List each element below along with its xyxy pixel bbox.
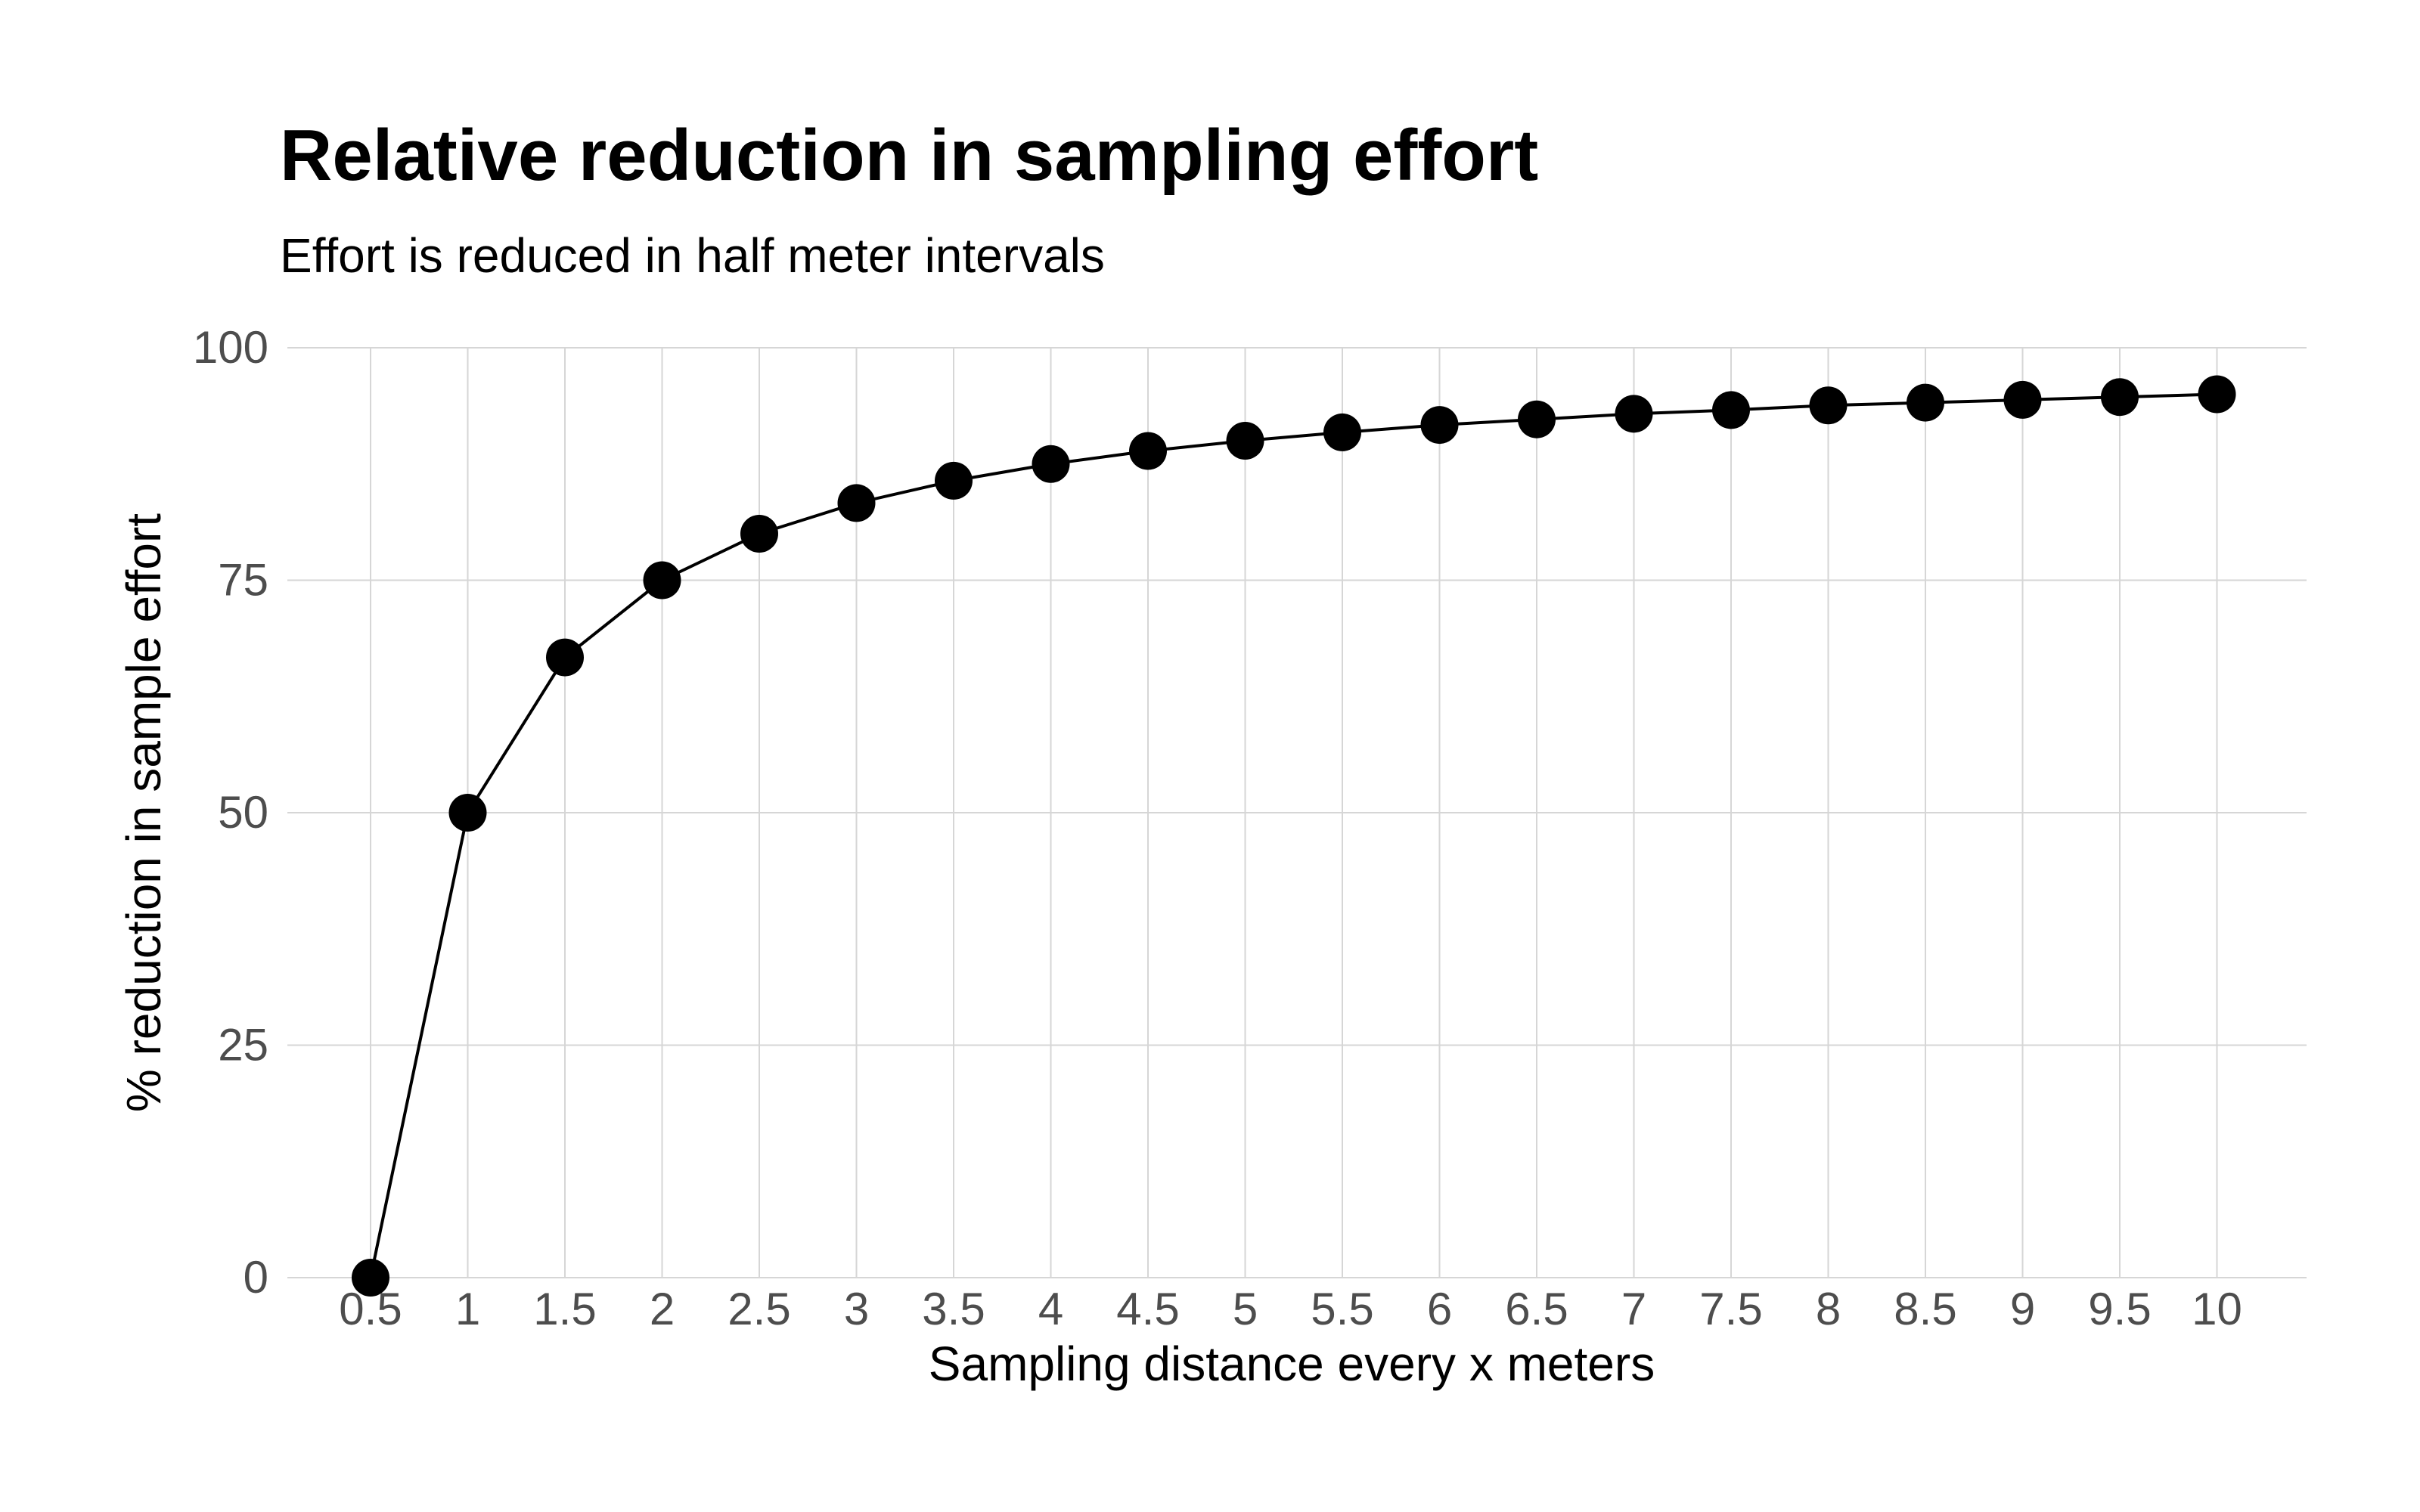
x-tick-label: 10 xyxy=(2192,1284,2242,1334)
data-point xyxy=(352,1259,389,1297)
data-point xyxy=(448,794,487,832)
x-tick-label: 1.5 xyxy=(533,1284,596,1334)
y-tick-label: 0 xyxy=(244,1252,268,1303)
y-axis-title: % reduction in sample effort xyxy=(116,513,171,1112)
data-point xyxy=(1809,386,1848,425)
x-tick-label: 6.5 xyxy=(1505,1284,1568,1334)
data-point xyxy=(740,515,778,553)
series-line xyxy=(369,392,2217,1278)
x-tick-label: 4 xyxy=(1038,1284,1063,1334)
data-point xyxy=(1420,406,1459,445)
x-tick-label: 4.5 xyxy=(1116,1284,1179,1334)
data-point xyxy=(837,484,876,522)
x-tick-label: 1 xyxy=(455,1284,480,1334)
y-tick-label: 100 xyxy=(193,322,268,373)
data-point xyxy=(1518,400,1556,438)
data-point xyxy=(2198,375,2236,414)
data-point xyxy=(1226,422,1264,460)
x-tick-label: 7 xyxy=(1621,1284,1646,1334)
chart-subtitle: Effort is reduced in half meter interval… xyxy=(280,228,1105,283)
y-axis-ticks: 0 25 50 75 100 xyxy=(193,322,268,1303)
x-tick-label: 3 xyxy=(844,1284,869,1334)
y-tick-label: 25 xyxy=(218,1020,268,1070)
x-tick-label: 7.5 xyxy=(1699,1284,1762,1334)
data-point xyxy=(1129,432,1167,470)
data-point xyxy=(2003,380,2042,419)
x-tick-label: 2.5 xyxy=(728,1284,790,1334)
x-tick-label: 5 xyxy=(1233,1284,1258,1334)
data-point xyxy=(1323,413,1361,451)
x-tick-label: 8.5 xyxy=(1894,1284,1956,1334)
x-tick-label: 8 xyxy=(1816,1284,1841,1334)
data-point xyxy=(1032,445,1070,483)
x-tick-label: 9.5 xyxy=(2088,1284,2151,1334)
x-axis-title: Sampling distance every x meters xyxy=(929,1337,1655,1391)
x-tick-label: 2 xyxy=(650,1284,675,1334)
x-axis-ticks: 0.5 1 1.5 2 2.5 3 3.5 4 4.5 5 5.5 6 6.5 7 7.5 8 8.5 9 9.5 1… xyxy=(339,1284,2242,1334)
data-point xyxy=(1712,391,1750,429)
data-point xyxy=(2101,378,2139,417)
y-tick-label: 75 xyxy=(218,555,268,606)
x-tick-label: 3.5 xyxy=(922,1284,985,1334)
data-point xyxy=(643,561,681,600)
series xyxy=(352,375,2236,1297)
data-point xyxy=(546,638,584,677)
y-tick-label: 50 xyxy=(218,787,268,838)
chart-title: Relative reduction in sampling effort xyxy=(280,115,1538,196)
data-point xyxy=(935,461,973,500)
x-tick-label: 5.5 xyxy=(1311,1284,1373,1334)
x-tick-label: 9 xyxy=(2010,1284,2035,1334)
x-tick-label: 6 xyxy=(1427,1284,1452,1334)
data-point xyxy=(1907,383,1944,422)
data-point xyxy=(1615,395,1653,433)
gridlines xyxy=(287,347,2307,1278)
